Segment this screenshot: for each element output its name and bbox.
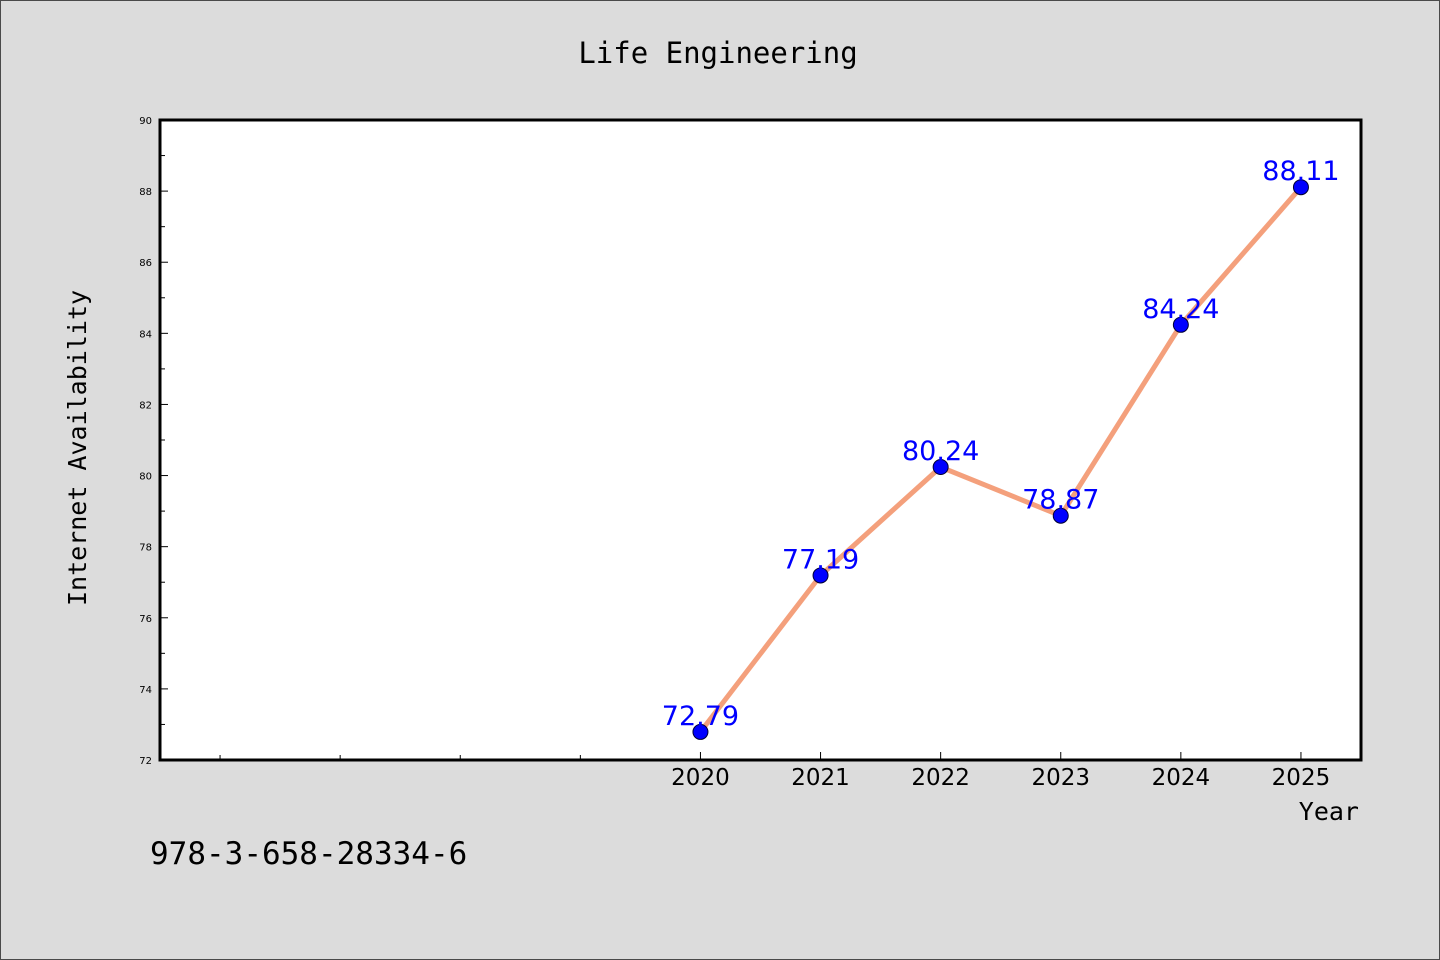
y-tick-label: 76 [139,614,152,625]
data-label: 77.19 [782,544,859,575]
x-tick-label: 2025 [1272,765,1331,791]
x-tick-label: 2024 [1152,765,1211,791]
data-label: 72.79 [662,701,739,732]
data-label: 80.24 [902,436,979,467]
data-label: 78.87 [1022,485,1099,516]
y-tick-label: 72 [139,756,152,767]
x-tick-label: 2021 [791,765,850,791]
x-tick-label: 2020 [671,765,730,791]
y-tick-label: 78 [139,543,152,554]
y-axis: 72 74 76 78 80 82 84 86 88 90 [139,116,168,767]
data-point [932,459,949,476]
data-label: 88.11 [1262,156,1339,187]
y-tick-label: 90 [139,116,152,127]
series-line [697,184,1304,735]
y-tick-label: 74 [139,685,152,696]
data-point [692,723,709,740]
series-group [692,179,1309,740]
x-tick-label: 2022 [911,765,970,791]
data-point [812,567,829,584]
x-axis: 2020 2021 2022 2023 2024 2025 [671,752,1330,791]
y-tick-label: 88 [139,187,152,198]
y-tick-label: 84 [139,329,152,340]
y-axis-label: Internet Availability [63,290,92,606]
y-tick-label: 80 [139,472,152,483]
y-tick-label: 86 [139,258,152,269]
x-axis-label: Year [1299,797,1359,826]
x-tick-label: 2023 [1031,765,1090,791]
plot-area [158,118,1363,762]
data-label: 84.24 [1142,294,1219,325]
minor-ticks [160,155,581,760]
y-tick-label: 82 [139,400,152,411]
data-point [1052,507,1069,524]
data-labels-group: 72.79 77.19 80.24 78.87 84.24 88.11 [662,156,1340,732]
data-point [1292,179,1309,196]
footer-text: 978-3-658-28334-6 [150,836,467,872]
data-point [1172,316,1189,333]
chart-title: Life Engineering [578,36,857,70]
